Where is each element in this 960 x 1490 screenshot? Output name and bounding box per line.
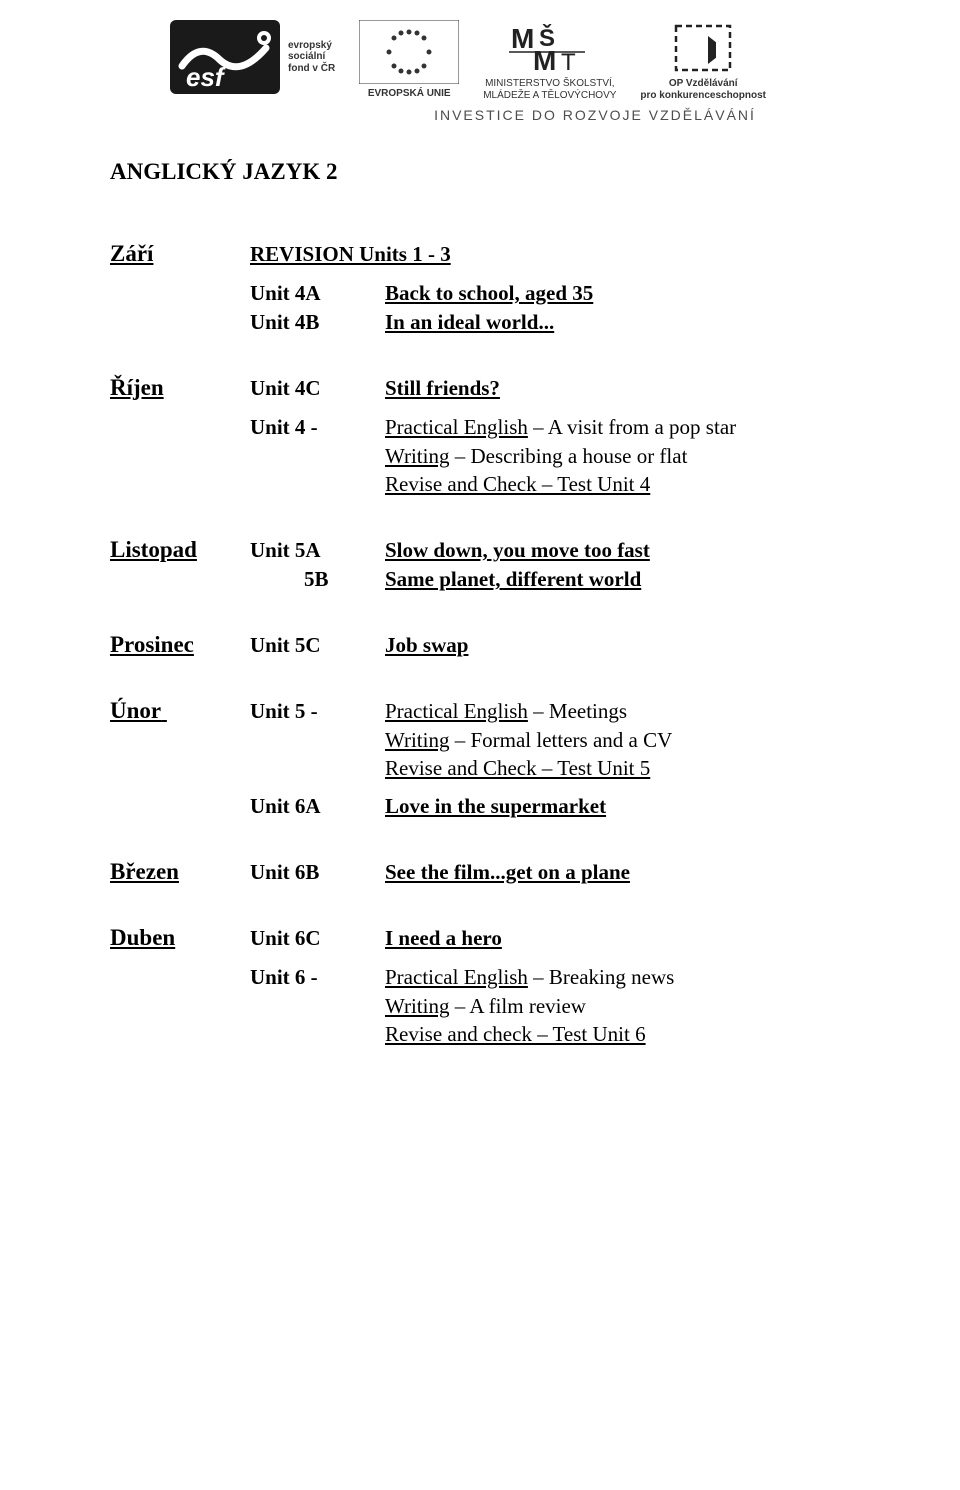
unit-5: Unit 5 -: [250, 699, 385, 724]
content-6-revise: Revise and check – Test Unit 6: [385, 1022, 900, 1047]
content-6-writing: Writing – A film review: [385, 994, 900, 1019]
content-5-practical: Practical English – Meetings: [385, 699, 900, 724]
unit-6b: Unit 6B: [250, 860, 385, 885]
op-text-1: OP Vzdělávání: [669, 78, 738, 90]
op-icon: [668, 20, 738, 78]
month-block-rijen: Říjen Unit 4C Still friends? Unit 4 - Pr…: [110, 375, 900, 497]
month-brezen: Březen: [110, 859, 250, 885]
logo-op: OP Vzdělávání pro konkurenceschopnost: [640, 20, 766, 101]
unit-6c: Unit 6C: [250, 926, 385, 951]
esf-text-1: evropský: [288, 40, 335, 52]
content-4-writing: Writing – Describing a house or flat: [385, 444, 900, 469]
content-4a: Back to school, aged 35: [385, 281, 900, 306]
month-block-unor: Únor Unit 5 - Practical English – Meetin…: [110, 698, 900, 819]
month-unor: Únor: [110, 698, 250, 724]
unit-4b: Unit 4B: [250, 310, 385, 335]
eu-label: EVROPSKÁ UNIE: [368, 88, 451, 100]
msmt-icon: M Š M T: [505, 20, 595, 76]
logo-msmt: M Š M T MINISTERSTVO ŠKOLSTVÍ, MLÁDEŽE A…: [483, 20, 616, 101]
svg-text:M: M: [533, 45, 556, 76]
esf-text-3: fond v ČR: [288, 63, 335, 75]
content-4-revise: Revise and Check – Test Unit 4: [385, 472, 900, 497]
unit-5a: Unit 5A: [250, 538, 385, 563]
logo-esf: esf evropský sociální fond v ČR: [170, 20, 335, 94]
content-5-writing: Writing – Formal letters and a CV: [385, 728, 900, 753]
content-4-practical: Practical English – A visit from a pop s…: [385, 415, 900, 440]
month-block-duben: Duben Unit 6C I need a hero Unit 6 - Pra…: [110, 925, 900, 1047]
content-5a: Slow down, you move too fast: [385, 538, 900, 563]
logo-header: esf evropský sociální fond v ČR EVROPSKÁ…: [170, 20, 900, 101]
page-title: ANGLICKÝ JAZYK 2: [110, 159, 900, 185]
unit-4: Unit 4 -: [250, 415, 385, 440]
msmt-text-1: MINISTERSTVO ŠKOLSTVÍ,: [485, 78, 614, 90]
month-listopad: Listopad: [110, 537, 250, 563]
unit-6a: Unit 6A: [250, 794, 385, 819]
logo-eu: EVROPSKÁ UNIE: [359, 20, 459, 100]
month-block-zari: Září REVISION Units 1 - 3 Unit 4A Back t…: [110, 241, 900, 335]
month-rijen: Říjen: [110, 375, 250, 401]
unit-5b: 5B: [250, 567, 385, 592]
esf-text-2: sociální: [288, 51, 335, 63]
unit-6: Unit 6 -: [250, 965, 385, 990]
content-5b: Same planet, different world: [385, 567, 900, 592]
svg-text:M: M: [511, 23, 534, 54]
month-block-prosinec: Prosinec Unit 5C Job swap: [110, 632, 900, 658]
msmt-text-2: MLÁDEŽE A TĚLOVÝCHOVY: [483, 90, 616, 102]
svg-text:esf: esf: [186, 62, 226, 92]
month-zari: Září: [110, 241, 250, 267]
eu-flag-icon: [359, 20, 459, 84]
esf-label: evropský sociální fond v ČR: [288, 40, 335, 75]
content-6b: See the film...get on a plane: [385, 860, 900, 885]
content-4c: Still friends?: [385, 376, 900, 401]
month-duben: Duben: [110, 925, 250, 951]
content-5c: Job swap: [385, 633, 900, 658]
svg-text:T: T: [561, 49, 576, 76]
content-6a: Love in the supermarket: [385, 794, 900, 819]
unit-4c: Unit 4C: [250, 376, 385, 401]
unit-5c: Unit 5C: [250, 633, 385, 658]
content-4b: In an ideal world...: [385, 310, 900, 335]
month-block-listopad: Listopad Unit 5A Slow down, you move too…: [110, 537, 900, 592]
content-6-practical: Practical English – Breaking news: [385, 965, 900, 990]
esf-icon: esf: [170, 20, 280, 94]
content-6c: I need a hero: [385, 926, 900, 951]
month-block-brezen: Březen Unit 6B See the film...get on a p…: [110, 859, 900, 885]
unit-revision: REVISION Units 1 - 3: [250, 242, 451, 267]
content-5-revise: Revise and Check – Test Unit 5: [385, 756, 900, 781]
op-text-2: pro konkurenceschopnost: [640, 90, 766, 102]
tagline: INVESTICE DO ROZVOJE VZDĚLÁVÁNÍ: [290, 107, 900, 123]
unit-4a: Unit 4A: [250, 281, 385, 306]
month-prosinec: Prosinec: [110, 632, 250, 658]
